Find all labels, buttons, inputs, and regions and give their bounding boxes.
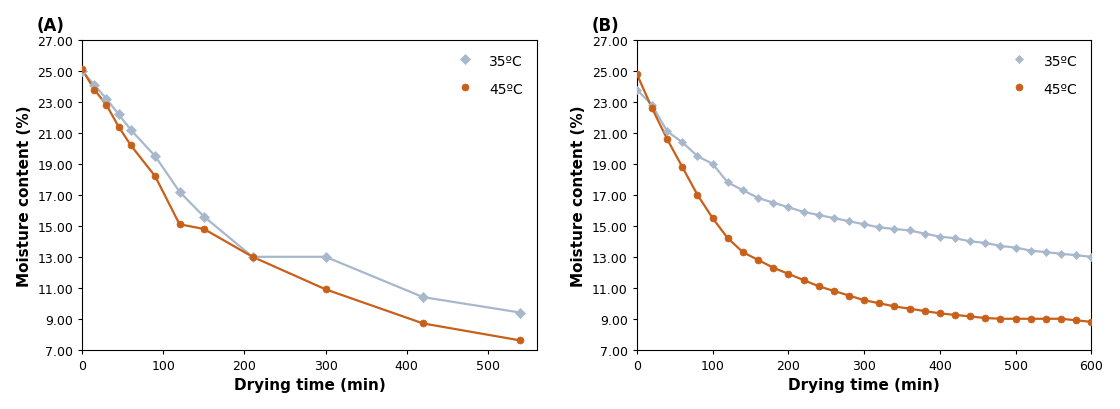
X-axis label: Drying time (min): Drying time (min) bbox=[234, 378, 385, 392]
45ºC bbox=[172, 222, 186, 227]
35ºC bbox=[75, 70, 88, 74]
35ºC bbox=[812, 213, 825, 218]
35ºC bbox=[112, 112, 125, 117]
45ºC bbox=[319, 287, 333, 292]
45ºC bbox=[1054, 317, 1067, 321]
35ºC bbox=[933, 235, 946, 240]
X-axis label: Drying time (min): Drying time (min) bbox=[788, 378, 940, 392]
45ºC bbox=[1084, 319, 1098, 324]
35ºC bbox=[796, 210, 810, 215]
35ºC bbox=[766, 201, 780, 206]
Line: 45ºC: 45ºC bbox=[634, 72, 1095, 326]
45ºC bbox=[796, 278, 810, 283]
35ºC bbox=[675, 140, 689, 145]
45ºC bbox=[87, 88, 101, 93]
35ºC bbox=[149, 154, 162, 159]
45ºC bbox=[933, 311, 946, 316]
45ºC bbox=[1039, 317, 1053, 321]
45ºC bbox=[812, 284, 825, 289]
35ºC bbox=[100, 97, 113, 102]
45ºC bbox=[766, 265, 780, 270]
35ºC bbox=[172, 190, 186, 195]
35ºC bbox=[979, 241, 992, 246]
45ºC bbox=[918, 309, 932, 314]
45ºC bbox=[197, 227, 211, 232]
35ºC bbox=[645, 103, 659, 108]
45ºC bbox=[752, 258, 765, 263]
35ºC bbox=[736, 188, 749, 193]
Line: 35ºC: 35ºC bbox=[78, 68, 524, 316]
45ºC bbox=[963, 314, 977, 319]
45ºC bbox=[858, 298, 871, 303]
45ºC bbox=[246, 255, 260, 260]
35ºC bbox=[197, 215, 211, 220]
35ºC bbox=[963, 239, 977, 244]
35ºC bbox=[903, 229, 916, 234]
45ºC bbox=[514, 338, 528, 343]
35ºC bbox=[124, 128, 138, 133]
35ºC bbox=[918, 231, 932, 236]
35ºC bbox=[319, 255, 333, 260]
35ºC bbox=[993, 244, 1007, 249]
35ºC bbox=[1084, 255, 1098, 260]
35ºC bbox=[1024, 249, 1037, 254]
35ºC bbox=[1054, 252, 1067, 256]
45ºC bbox=[691, 193, 704, 198]
45ºC bbox=[721, 236, 735, 241]
35ºC bbox=[631, 88, 644, 93]
45ºC bbox=[842, 293, 856, 298]
35ºC bbox=[858, 222, 871, 227]
35ºC bbox=[1009, 245, 1023, 250]
Line: 45ºC: 45ºC bbox=[78, 67, 524, 344]
45ºC bbox=[112, 125, 125, 130]
35ºC bbox=[1039, 250, 1053, 255]
45ºC bbox=[872, 301, 886, 306]
35ºC bbox=[691, 154, 704, 159]
45ºC bbox=[75, 68, 88, 73]
45ºC bbox=[1024, 317, 1037, 321]
35ºC bbox=[752, 196, 765, 201]
45ºC bbox=[782, 272, 795, 276]
35ºC bbox=[514, 310, 528, 315]
35ºC bbox=[706, 162, 719, 167]
45ºC bbox=[149, 174, 162, 179]
35ºC bbox=[872, 225, 886, 230]
35ºC bbox=[721, 180, 735, 185]
45ºC bbox=[645, 106, 659, 111]
45ºC bbox=[417, 321, 430, 326]
Text: (A): (A) bbox=[37, 17, 65, 35]
Legend: 35ºC, 45ºC: 35ºC, 45ºC bbox=[996, 48, 1084, 103]
35ºC bbox=[949, 236, 962, 241]
35ºC bbox=[246, 255, 260, 260]
45ºC bbox=[903, 306, 916, 311]
45ºC bbox=[827, 289, 840, 294]
Y-axis label: Moisture content (%): Moisture content (%) bbox=[571, 105, 587, 286]
45ºC bbox=[100, 103, 113, 108]
45ºC bbox=[1009, 317, 1023, 321]
Legend: 35ºC, 45ºC: 35ºC, 45ºC bbox=[440, 48, 530, 103]
45ºC bbox=[979, 316, 992, 321]
Y-axis label: Moisture content (%): Moisture content (%) bbox=[17, 105, 31, 286]
45ºC bbox=[1070, 318, 1083, 323]
35ºC bbox=[417, 295, 430, 300]
35ºC bbox=[827, 216, 840, 221]
45ºC bbox=[706, 216, 719, 221]
45ºC bbox=[736, 250, 749, 255]
35ºC bbox=[87, 83, 101, 88]
35ºC bbox=[782, 205, 795, 210]
Line: 35ºC: 35ºC bbox=[634, 88, 1094, 260]
45ºC bbox=[661, 137, 674, 142]
45ºC bbox=[675, 165, 689, 170]
45ºC bbox=[949, 312, 962, 317]
45ºC bbox=[993, 317, 1007, 321]
45ºC bbox=[124, 144, 138, 148]
35ºC bbox=[842, 219, 856, 224]
45ºC bbox=[631, 72, 644, 77]
Text: (B): (B) bbox=[591, 17, 619, 35]
35ºC bbox=[888, 227, 902, 232]
35ºC bbox=[661, 130, 674, 135]
35ºC bbox=[1070, 253, 1083, 258]
45ºC bbox=[888, 304, 902, 309]
